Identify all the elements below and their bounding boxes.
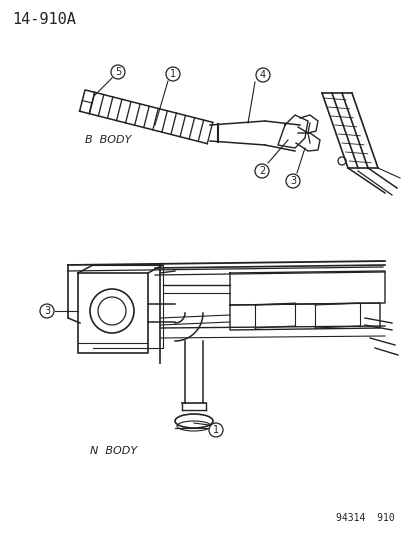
Circle shape — [166, 67, 180, 81]
Text: 1: 1 — [169, 69, 176, 79]
Circle shape — [255, 68, 269, 82]
Text: 4: 4 — [259, 70, 266, 80]
Circle shape — [40, 304, 54, 318]
Text: 2: 2 — [258, 166, 264, 176]
Text: 94314  910: 94314 910 — [335, 513, 394, 523]
Circle shape — [254, 164, 268, 178]
Text: N  BODY: N BODY — [90, 446, 137, 456]
Circle shape — [209, 423, 223, 437]
Text: 1: 1 — [212, 425, 218, 435]
Text: B  BODY: B BODY — [85, 135, 131, 145]
Text: 3: 3 — [289, 176, 295, 186]
Text: 14-910A: 14-910A — [12, 12, 76, 27]
Circle shape — [111, 65, 125, 79]
Circle shape — [285, 174, 299, 188]
Text: 5: 5 — [114, 67, 121, 77]
Text: 3: 3 — [44, 306, 50, 316]
